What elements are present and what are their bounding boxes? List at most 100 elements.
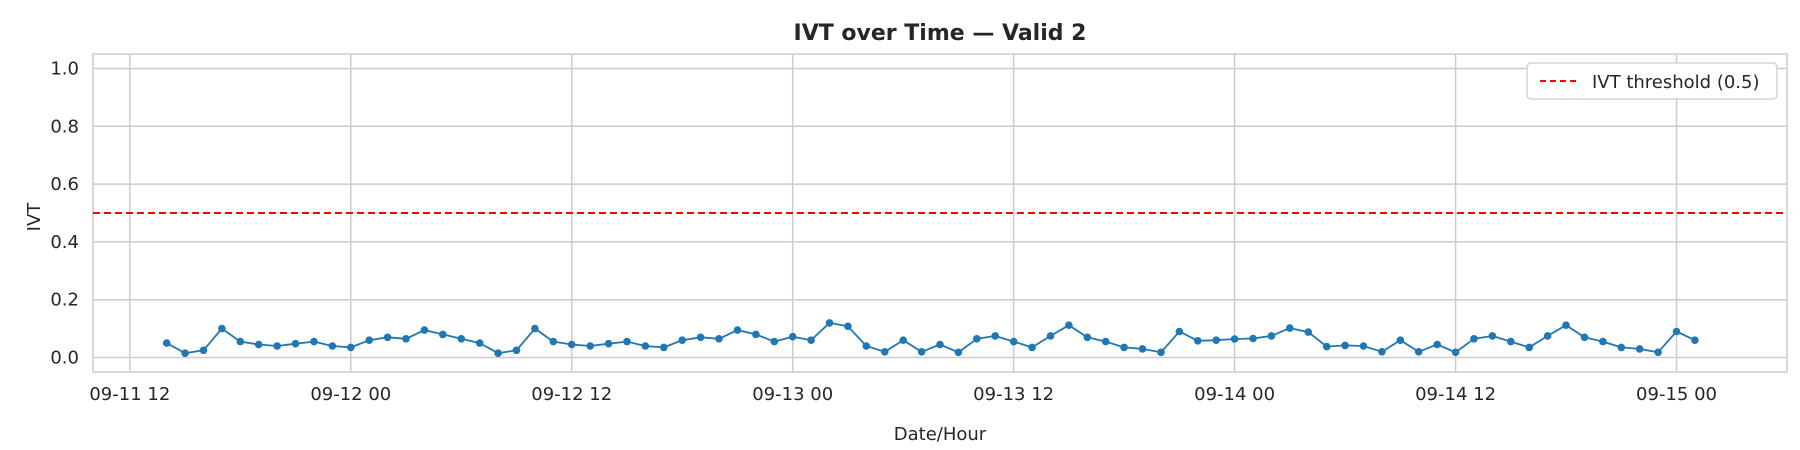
data-point: [254, 340, 263, 349]
chart-title: IVT over Time — Valid 2: [794, 21, 1087, 46]
data-point: [1672, 327, 1681, 336]
data-point: [660, 343, 668, 352]
data-point: [899, 336, 907, 345]
data-point: [696, 333, 705, 342]
data-point: [1525, 343, 1533, 352]
data-point: [549, 337, 558, 346]
data-point: [1341, 341, 1349, 350]
data-point: [1378, 348, 1386, 356]
data-point: [604, 339, 613, 348]
data-point: [936, 340, 944, 349]
axis-ticks: 0.0 0.2 0.4 0.6 0.8 1.0 09-11 12 09-12 00 09-12 …: [50, 58, 1717, 405]
data-point: [917, 348, 926, 356]
x-tick-label: 09-12 00: [310, 384, 391, 405]
y-axis-label: IVT: [24, 202, 45, 232]
data-point: [1304, 328, 1313, 336]
data-point: [881, 348, 889, 356]
legend-threshold-label: IVT threshold (0.5): [1592, 72, 1760, 93]
data-point: [623, 337, 631, 346]
data-point: [807, 336, 815, 345]
x-tick-label: 09-11 12: [89, 384, 170, 405]
data-point: [1580, 333, 1589, 342]
data-point: [567, 340, 576, 349]
data-point: [788, 332, 797, 341]
data-point: [199, 346, 208, 355]
data-point: [420, 326, 429, 334]
data-point: [1451, 348, 1460, 357]
data-point: [512, 346, 521, 355]
data-point: [678, 336, 686, 345]
data-point: [162, 339, 171, 347]
data-point: [273, 342, 281, 350]
data-point: [1635, 345, 1644, 353]
data-point: [1249, 334, 1257, 343]
data-point: [1267, 332, 1276, 340]
data-point: [1175, 327, 1184, 336]
data-point: [844, 322, 852, 331]
data-point: [1433, 340, 1441, 349]
data-point: [991, 332, 999, 340]
data-point: [531, 324, 539, 333]
data-point: [733, 326, 742, 334]
data-point: [1488, 332, 1497, 340]
y-tick-label: 0.8: [50, 116, 79, 137]
y-tick-label: 0.4: [50, 232, 79, 253]
data-point: [825, 319, 834, 327]
y-tick-label: 1.0: [50, 58, 79, 79]
data-point: [862, 342, 871, 350]
legend: IVT threshold (0.5): [1526, 62, 1778, 100]
data-point: [1322, 342, 1331, 351]
data-point: [1194, 337, 1202, 345]
data-point: [1691, 336, 1699, 345]
data-point: [1212, 336, 1220, 345]
x-axis-label: Date/Hour: [894, 424, 987, 445]
data-point: [1543, 332, 1552, 340]
data-point: [310, 337, 318, 346]
data-point: [1120, 343, 1128, 352]
data-point: [1617, 343, 1626, 352]
data-point: [1138, 345, 1147, 353]
x-tick-label: 09-15 00: [1636, 384, 1717, 405]
data-point: [236, 337, 245, 346]
data-point: [1065, 321, 1073, 330]
data-point: [218, 324, 226, 333]
data-point: [1507, 337, 1515, 346]
data-point: [1028, 343, 1036, 352]
data-point: [715, 335, 723, 343]
data-point: [770, 337, 779, 346]
data-point: [494, 349, 502, 358]
data-point: [1599, 337, 1607, 346]
data-point: [181, 349, 189, 358]
data-point: [383, 333, 392, 342]
data-point: [1654, 348, 1662, 357]
data-point: [347, 343, 355, 352]
series-layer: [162, 319, 1699, 358]
data-point: [1046, 332, 1055, 340]
x-tick-label: 09-13 12: [973, 384, 1054, 405]
x-tick-label: 09-12 12: [531, 384, 612, 405]
data-point: [457, 335, 466, 343]
y-tick-label: 0.0: [50, 348, 79, 369]
data-point: [1101, 337, 1110, 346]
x-tick-label: 09-13 00: [752, 384, 833, 405]
data-point: [1009, 337, 1018, 346]
data-point: [973, 335, 981, 343]
data-point: [1157, 348, 1165, 357]
data-point: [1396, 336, 1405, 345]
data-point: [586, 342, 594, 350]
x-tick-label: 09-14 12: [1415, 384, 1496, 405]
data-point: [475, 339, 484, 347]
data-point: [1286, 324, 1294, 332]
data-point: [1083, 333, 1092, 342]
data-point: [402, 335, 410, 343]
x-tick-label: 09-14 00: [1194, 384, 1275, 405]
data-point: [1230, 335, 1239, 343]
data-point: [1470, 335, 1478, 343]
data-point: [954, 348, 963, 357]
y-tick-label: 0.2: [50, 290, 79, 311]
data-point: [641, 342, 650, 350]
data-point: [365, 336, 374, 345]
data-point: [439, 330, 447, 339]
